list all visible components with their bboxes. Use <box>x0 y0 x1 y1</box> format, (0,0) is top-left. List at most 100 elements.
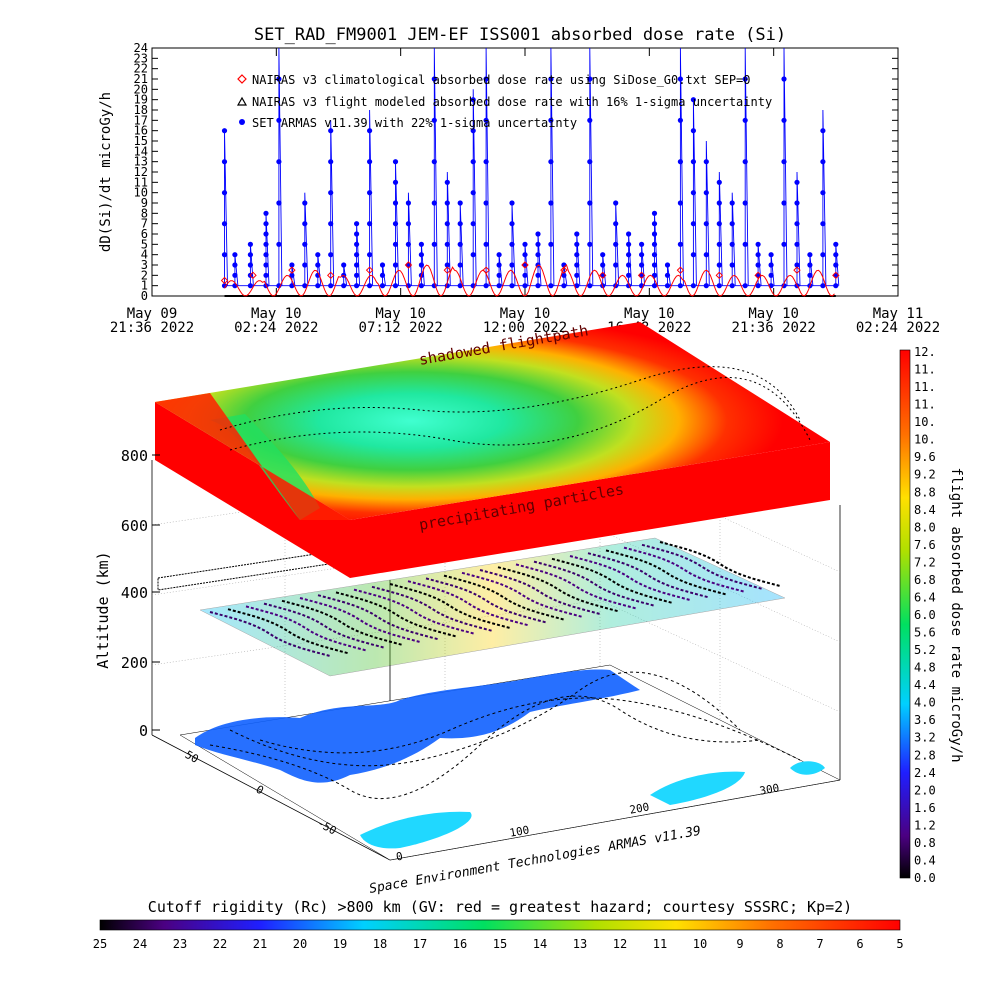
shadowed-track <box>229 377 811 451</box>
data-point-armas <box>729 221 735 227</box>
cutoff-colorbar <box>99 919 901 931</box>
data-point-armas <box>690 128 697 134</box>
data-point-armas <box>703 252 709 258</box>
y-tick-label: 8 <box>141 206 148 220</box>
data-point-armas <box>470 221 476 227</box>
cutoff-colorbar-label: Cutoff rigidity (Rc) >800 km (GV: red = … <box>148 898 852 916</box>
dose-colorbar-tick-label: 6.4 <box>914 590 936 604</box>
dose-colorbar-tick-label: 11. <box>914 363 936 377</box>
data-point-armas <box>587 159 593 165</box>
x-tick-label: 07:12 2022 <box>359 320 443 336</box>
y-tick-label: 14 <box>134 144 148 158</box>
data-point-armas <box>509 262 515 268</box>
flight-track-wave <box>623 546 745 593</box>
data-point-armas <box>263 262 269 268</box>
data-point-armas <box>651 252 658 258</box>
data-point-armas <box>548 117 554 123</box>
flight-track-wave <box>533 560 655 607</box>
data-point-armas <box>276 76 282 82</box>
data-point-armas <box>677 117 684 123</box>
y-tick-label: 23 <box>134 51 148 65</box>
altitude-label: Altitude (km) <box>94 551 112 668</box>
dose-colorbar-tick-label: 5.2 <box>914 643 936 657</box>
data-point-armas <box>587 200 593 206</box>
data-point-nairas-climatological <box>832 271 840 280</box>
data-point-armas <box>232 252 238 258</box>
data-point-armas <box>354 231 360 237</box>
data-point-armas <box>276 117 282 123</box>
data-point-armas <box>522 283 528 289</box>
x-tick-label: May 10 <box>748 306 799 322</box>
y-tick-label: 5 <box>141 237 148 251</box>
x-tick-label: May 10 <box>624 306 675 322</box>
legend-item-nairas-climatological: NAIRAS v3 climatological absorbed dose r… <box>237 73 751 87</box>
data-point-armas <box>470 97 476 103</box>
dose-colorbar-tick-label: 6.8 <box>914 573 936 587</box>
flight-track-wave <box>461 571 583 618</box>
data-point-nairas-climatological <box>404 261 413 269</box>
data-point-armas <box>535 231 541 237</box>
data-point-armas <box>405 241 411 247</box>
flight-track-wave <box>425 577 547 624</box>
data-point-armas <box>781 159 787 165</box>
y-tick-label: 0 <box>141 289 148 303</box>
data-point-armas <box>677 241 684 247</box>
cutoff-colorbar-tick-label: 16 <box>453 937 467 951</box>
flight-track-wave <box>587 552 709 599</box>
x-tick-label: May 10 <box>251 306 302 322</box>
dose-colorbar-tick-label: 9.6 <box>914 450 936 464</box>
dose-colorbar-tick-label: 8.0 <box>914 520 936 534</box>
data-point-armas <box>483 283 489 289</box>
data-point-armas <box>535 283 541 289</box>
flight-track-wave <box>353 588 475 635</box>
data-point-armas <box>548 159 554 165</box>
data-point-armas <box>768 262 774 268</box>
data-point-armas <box>354 252 360 258</box>
data-point-nairas-climatological <box>220 276 229 285</box>
dose-colorbar-ticks: 0.0 0.4 0.8 1.2 1.6 2.0 2.4 2.8 3.2 3.6 4.0 4.4 4.8 5… <box>914 345 936 885</box>
data-point-nairas-climatological <box>365 266 374 274</box>
data-point-armas <box>522 252 528 258</box>
y-tick-label: 7 <box>141 217 148 231</box>
data-point-armas <box>742 200 748 206</box>
flight-track-wave <box>551 557 673 604</box>
dose-colorbar-tick-label: 0.4 <box>914 853 936 867</box>
data-point-nairas-climatological <box>715 271 723 280</box>
data-point-nairas-climatological <box>327 271 335 280</box>
dose-colorbar-tick-label: 2.8 <box>914 748 936 762</box>
data-point-armas <box>379 272 386 278</box>
cutoff-colorbar-tick-label: 12 <box>613 937 627 951</box>
flight-track-wave <box>281 599 403 646</box>
data-point-armas <box>794 221 800 227</box>
y-tick-label: 3 <box>141 258 148 272</box>
data-point-armas <box>755 262 761 268</box>
altitude-tick-label: 200 <box>121 654 148 672</box>
flight-track-surface <box>199 537 786 677</box>
data-point-armas <box>457 241 463 247</box>
shadowed-track <box>219 366 801 431</box>
altitude-tick-label: 0 <box>139 722 148 740</box>
data-point-armas <box>392 221 399 227</box>
cutoff-colorbar-tick-label: 14 <box>533 937 547 951</box>
x-tick-label: 02:24 2022 <box>856 320 940 336</box>
data-point-armas <box>483 159 489 165</box>
data-point-armas <box>664 272 671 278</box>
data-point-nairas-climatological <box>521 261 529 269</box>
data-point-armas <box>470 159 476 165</box>
dose-colorbar-tick-label: 2.0 <box>914 783 936 797</box>
flight-track-wave <box>659 541 781 587</box>
data-point-armas <box>483 200 489 206</box>
altitude-tick-label: 400 <box>121 584 148 602</box>
longitude-tick-label: 0 <box>395 850 404 864</box>
data-point-armas <box>276 241 282 247</box>
data-point-armas <box>263 210 269 216</box>
data-point-armas <box>232 262 238 268</box>
legend-item-armas: SET ARMAS v11.39 with 22% 1-sigma uncert… <box>239 116 577 130</box>
dose-colorbar-label: flight absorbed dose rate microGy/h <box>948 467 964 762</box>
data-point-armas <box>509 221 515 227</box>
data-point-armas <box>639 252 645 258</box>
data-point-armas <box>833 283 839 289</box>
dose-colorbar-tick-label: 7.2 <box>914 555 936 569</box>
land-masses <box>790 761 825 775</box>
latitude-tick-label: 0 <box>254 783 266 798</box>
